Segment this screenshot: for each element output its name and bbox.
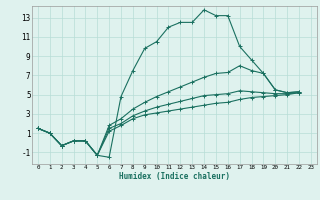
X-axis label: Humidex (Indice chaleur): Humidex (Indice chaleur) bbox=[119, 172, 230, 181]
